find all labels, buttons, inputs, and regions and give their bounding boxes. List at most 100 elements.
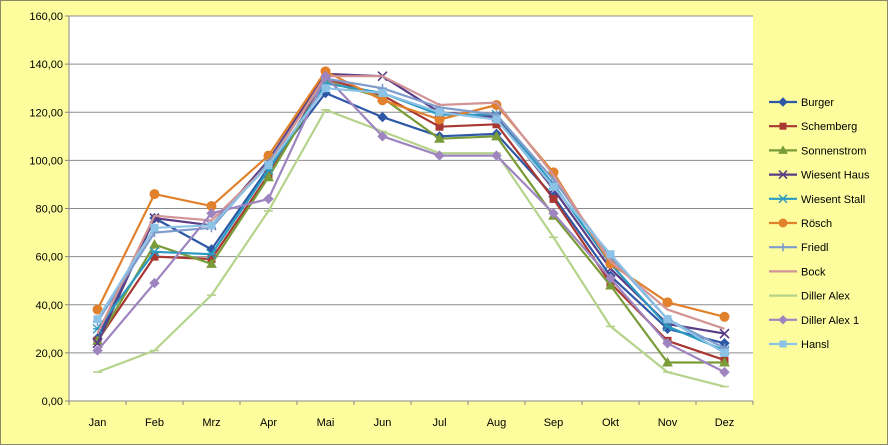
legend-marker bbox=[778, 97, 788, 107]
series-line-schemberg bbox=[96, 77, 725, 362]
x-tick-label: Apr bbox=[260, 417, 277, 429]
x-tick-label: Jun bbox=[374, 417, 392, 429]
y-tick-label: 120,00 bbox=[29, 107, 63, 119]
data-point-sonnenstrom-mrz bbox=[206, 258, 217, 268]
y-tick-label: 100,00 bbox=[29, 155, 63, 167]
data-point-hansl-feb bbox=[150, 223, 159, 232]
data-point-hansl-jan bbox=[93, 315, 102, 324]
legend-item-wiesent-haus[interactable]: Wiesent Haus bbox=[769, 170, 870, 182]
legend-label: Sonnenstrom bbox=[801, 145, 866, 157]
series-line-hansl bbox=[96, 87, 726, 354]
data-point-hansl-dez bbox=[720, 348, 729, 357]
series-line-bock bbox=[96, 75, 725, 335]
data-point-wiesent-stall-feb bbox=[149, 246, 160, 257]
data-point-roesch-jan bbox=[92, 304, 103, 315]
legend-item-hansl[interactable]: Hansl bbox=[769, 339, 829, 351]
data-point-diller-alex-1-jul bbox=[434, 150, 445, 161]
series-line-friedl bbox=[96, 77, 725, 350]
y-axis-labels: 0,00 20,00 40,00 60,00 80,00 100,00 120,00 140,… bbox=[29, 11, 69, 408]
y-tick-label: 0,00 bbox=[42, 396, 63, 408]
data-point-hansl-apr bbox=[264, 161, 273, 170]
data-point-wiesent-stall-nov bbox=[662, 321, 673, 332]
data-point-diller-alex-1-nov bbox=[662, 338, 673, 349]
series-line-burger bbox=[96, 91, 725, 345]
data-point-sonnenstrom-dez bbox=[719, 356, 730, 367]
x-tick-label: Dez bbox=[715, 417, 735, 429]
legend-item-schemberg[interactable]: Schemberg bbox=[769, 121, 857, 133]
x-tick-label: Mrz bbox=[202, 417, 220, 429]
x-tick-label: Jan bbox=[89, 417, 107, 429]
data-point-diller-alex-1-jan bbox=[92, 345, 103, 356]
series-line-wiesent-stall bbox=[96, 82, 725, 352]
data-point-hansl-jul bbox=[435, 108, 444, 117]
data-point-hansl-sep bbox=[549, 182, 558, 191]
legend-label: Diller Alex bbox=[801, 291, 850, 303]
y-tick-label: 40,00 bbox=[35, 300, 63, 312]
legend-item-sonnenstrom[interactable]: Sonnenstrom bbox=[769, 145, 866, 157]
data-point-sonnenstrom-feb bbox=[149, 239, 160, 249]
legend-marker bbox=[778, 145, 788, 154]
legend-item-diller-alex[interactable]: Diller Alex bbox=[769, 291, 850, 303]
legend-item-wiesent-stall[interactable]: Wiesent Stall bbox=[769, 194, 865, 206]
legend-label: Hansl bbox=[801, 339, 829, 351]
data-point-hansl-mrz bbox=[207, 221, 216, 230]
y-tick-label: 140,00 bbox=[29, 59, 63, 71]
x-tick-label: Feb bbox=[145, 417, 164, 429]
data-point-diller-alex-1-apr bbox=[263, 193, 274, 205]
x-tick-label: Mai bbox=[317, 417, 335, 429]
data-point-roesch-dez bbox=[719, 311, 730, 322]
y-tick-label: 60,00 bbox=[35, 252, 63, 264]
legend-marker bbox=[778, 315, 788, 325]
legend-marker bbox=[779, 340, 787, 348]
data-point-schemberg-sep bbox=[549, 194, 558, 203]
data-point-roesch-jul bbox=[434, 114, 445, 125]
series-line-sonnenstrom bbox=[96, 79, 725, 364]
data-point-diller-alex-1-aug bbox=[491, 150, 502, 161]
data-point-diller-alex-1-mai bbox=[320, 70, 331, 82]
series-line-diller-alex bbox=[97, 108, 725, 388]
legend-item-bock[interactable]: Bock bbox=[769, 266, 826, 278]
data-point-hansl-mai bbox=[321, 84, 330, 93]
legend-marker bbox=[778, 218, 788, 228]
legend-item-burger[interactable]: Burger bbox=[769, 97, 834, 109]
data-point-diller-alex-1-feb bbox=[149, 277, 160, 289]
y-tick-label: 20,00 bbox=[35, 348, 63, 360]
data-point-hansl-aug bbox=[492, 115, 501, 124]
data-point-hansl-jun bbox=[378, 89, 387, 97]
data-point-diller-alex-1-dez bbox=[719, 366, 730, 378]
x-tick-label: Sep bbox=[544, 417, 564, 429]
series-group bbox=[92, 66, 730, 388]
data-point-burger-jun bbox=[377, 111, 388, 123]
legend-item-roesch[interactable]: Rösch bbox=[769, 218, 832, 230]
x-axis-labels: Jan Feb Mrz Apr Mai Jun Jul Aug Sep Okt Nov Dez bbox=[68, 401, 754, 429]
data-point-sonnenstrom-apr bbox=[263, 171, 274, 182]
data-point-sonnenstrom-jul bbox=[434, 133, 445, 143]
x-tick-label: Jul bbox=[432, 417, 446, 429]
legend-label: Bock bbox=[801, 266, 826, 278]
x-tick-label: Nov bbox=[658, 417, 678, 429]
legend-label: Wiesent Haus bbox=[801, 170, 870, 182]
data-point-diller-alex-1-okt bbox=[605, 273, 616, 284]
legend-item-friedl[interactable]: Friedl bbox=[769, 242, 829, 254]
data-point-hansl-okt bbox=[606, 250, 615, 259]
y-tick-label: 160,00 bbox=[29, 11, 63, 23]
data-point-roesch-jun bbox=[377, 95, 388, 106]
legend-label: Wiesent Stall bbox=[801, 194, 865, 206]
data-point-wiesent-stall-mrz bbox=[206, 249, 217, 260]
legend-label: Schemberg bbox=[801, 121, 857, 133]
data-point-diller-alex-1-sep bbox=[548, 208, 559, 219]
series-bock bbox=[96, 75, 725, 335]
data-point-sonnenstrom-okt bbox=[605, 279, 616, 290]
legend-label: Rösch bbox=[801, 218, 832, 230]
x-tick-label: Okt bbox=[602, 417, 619, 429]
data-point-diller-alex-1-jun bbox=[377, 131, 388, 142]
legend-marker bbox=[779, 122, 787, 130]
legend-label: Burger bbox=[801, 97, 834, 109]
data-point-wiesent-haus-dez bbox=[719, 328, 730, 339]
legend-item-diller-alex-1[interactable]: Diller Alex 1 bbox=[769, 315, 859, 327]
data-point-roesch-nov bbox=[662, 297, 673, 308]
data-point-sonnenstrom-nov bbox=[662, 356, 673, 367]
legend-marker bbox=[778, 194, 788, 204]
